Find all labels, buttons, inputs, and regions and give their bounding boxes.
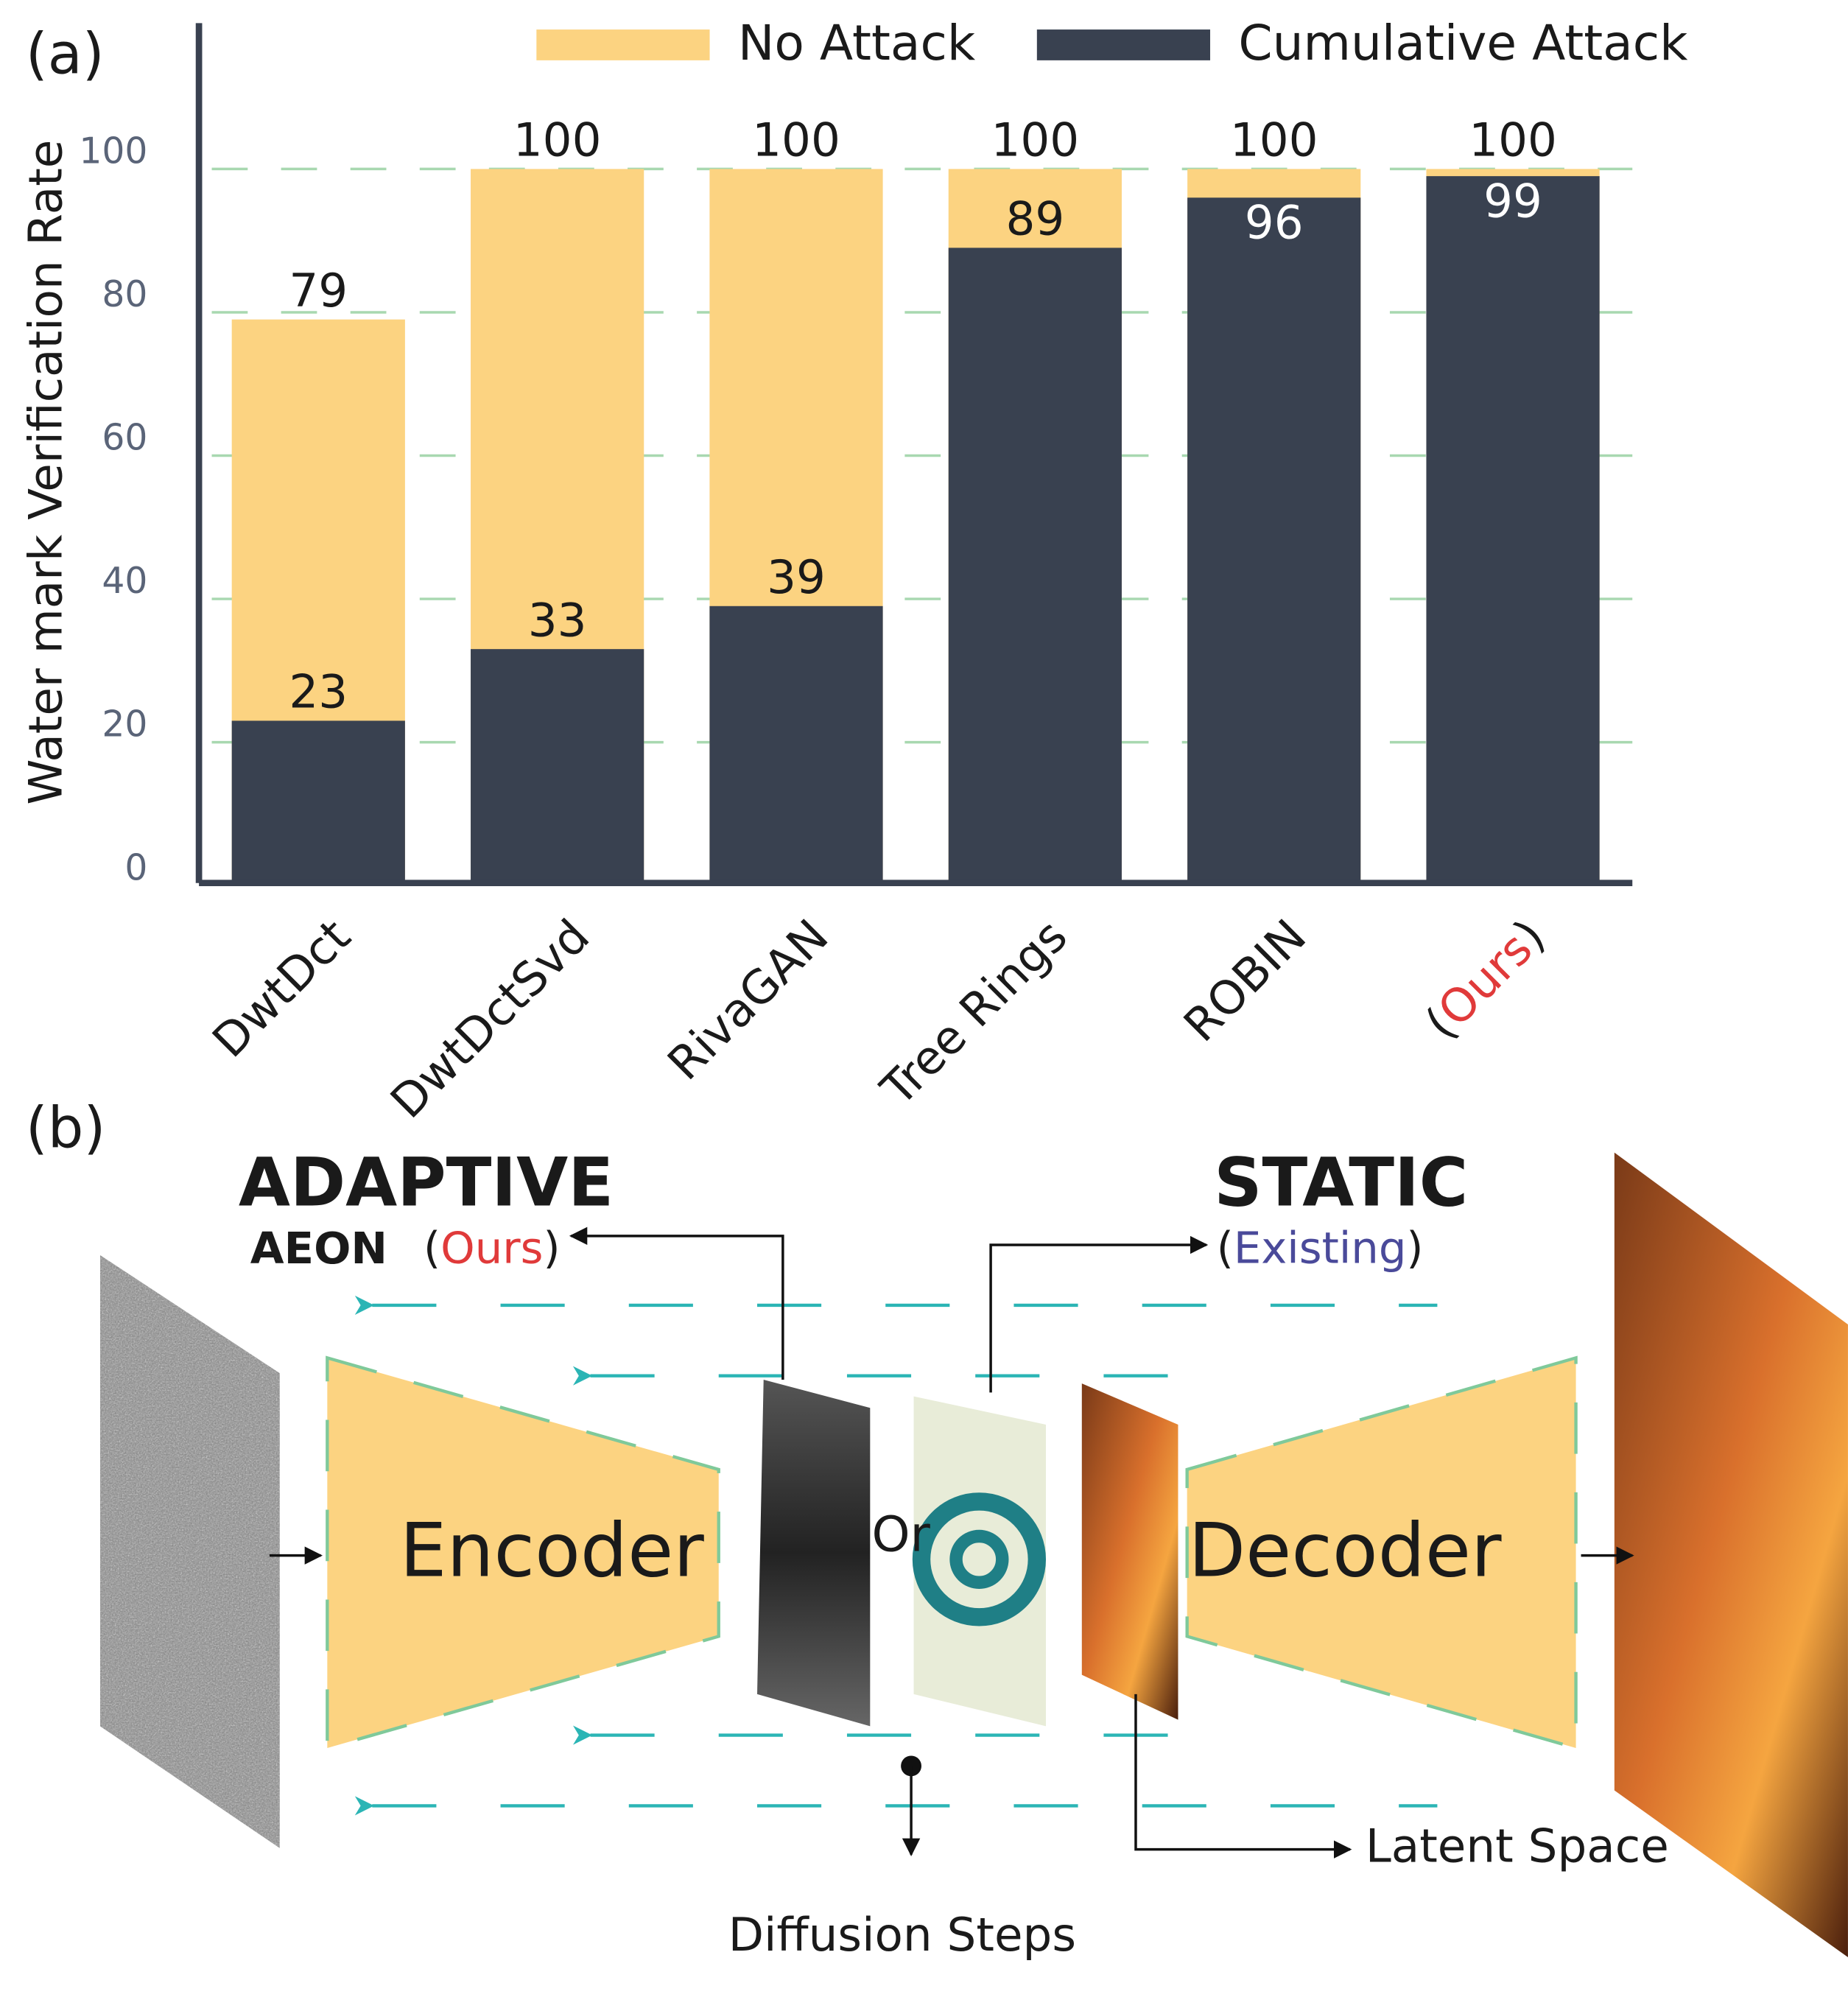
bar: [471, 649, 644, 886]
steps-label: Diffusion Steps: [728, 1908, 1076, 1962]
or-label: Or: [871, 1506, 930, 1562]
latent-label: Latent Space: [1366, 1819, 1669, 1873]
value-label: 33: [528, 593, 587, 647]
arrow: [569, 1226, 784, 1380]
bar: [1187, 197, 1361, 886]
panel-label: (a): [26, 21, 105, 87]
value-label: 100: [513, 113, 602, 167]
value-label: 100: [1230, 113, 1318, 167]
legend-swatch: [1036, 29, 1211, 60]
noise-image: [99, 1254, 280, 1848]
aeon-label: AEON: [250, 1223, 387, 1274]
adaptive-title: ADAPTIVE: [239, 1145, 614, 1222]
value-label: 100: [991, 113, 1079, 167]
spiral: [912, 1492, 1047, 1626]
value-label: 100: [1469, 113, 1557, 167]
encoder: [326, 1355, 720, 1750]
value-label: 99: [1483, 175, 1542, 228]
output-image: [1614, 1152, 1848, 1957]
encoder-label: Encoder: [400, 1506, 705, 1593]
y-tick-label: 40: [102, 560, 147, 602]
y-axis-label: Water mark Verification Rate: [18, 140, 72, 805]
decoder: [1185, 1355, 1578, 1750]
y-tick-label: 60: [102, 417, 147, 459]
y-tick-label: 80: [102, 273, 147, 315]
x-tick-label: Tree Rings: [871, 909, 1078, 1116]
legend-swatch: [536, 29, 710, 60]
y-tick-label: 100: [79, 130, 147, 172]
static-title: STATIC: [1214, 1145, 1468, 1222]
arrow: [1134, 1694, 1352, 1859]
existing-label: (Existing): [1217, 1223, 1424, 1274]
spiral: [949, 1529, 1009, 1589]
value-label: 89: [1005, 192, 1064, 246]
y-tick-label: 0: [124, 846, 147, 888]
value-label: 100: [752, 113, 840, 167]
latent-image: [1081, 1383, 1178, 1720]
value-label: 96: [1245, 196, 1304, 250]
value-label: 23: [289, 665, 348, 719]
x-tick-label: ROBIN: [1173, 909, 1316, 1052]
x-tick-label: DwtDctSvd: [380, 909, 600, 1129]
bar: [1426, 176, 1600, 886]
bar: [948, 248, 1122, 886]
arrow: [989, 1235, 1209, 1393]
bar: [709, 606, 883, 886]
decoder-label: Decoder: [1188, 1506, 1502, 1593]
legend-label: Cumulative Attack: [1238, 15, 1688, 71]
value-label: 39: [767, 550, 826, 604]
y-tick-label: 20: [102, 703, 147, 745]
bar: [231, 720, 405, 886]
adaptive-latent-image: [757, 1379, 871, 1727]
panel-label: (b): [26, 1096, 105, 1162]
legend-label: No Attack: [738, 15, 976, 71]
diagram: (b) ADAPTIVE AEON (Ours) STATIC (Existin…: [26, 1096, 1848, 1962]
x-tick-label: RivaGAN: [657, 909, 838, 1090]
value-label: 79: [289, 264, 348, 317]
ours-label: (Ours): [424, 1223, 561, 1274]
x-tick-label: DwtDct: [202, 909, 360, 1067]
x-tick-label: (Ours): [1415, 909, 1556, 1050]
spiral-image: [913, 1396, 1047, 1727]
